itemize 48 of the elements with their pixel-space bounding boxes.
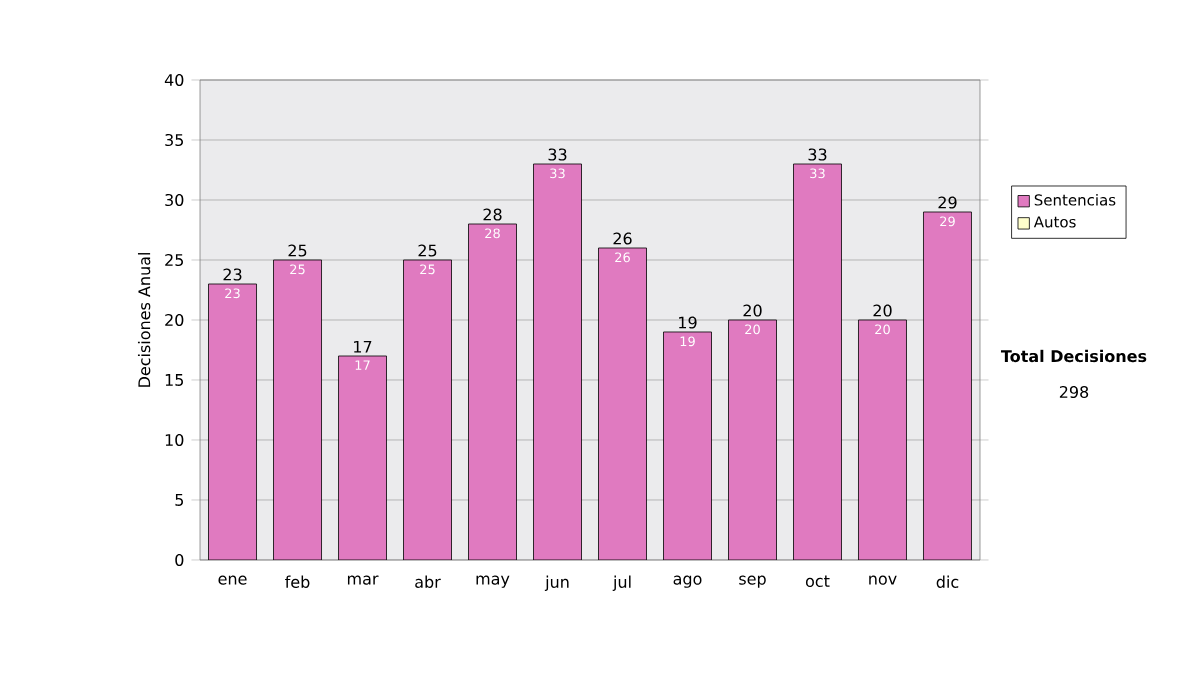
total-label: 20 <box>873 304 892 317</box>
y-axis-title: Decisiones Anual <box>137 253 151 387</box>
bar <box>468 223 517 560</box>
total-label: 25 <box>288 244 307 257</box>
y-tick-label: 15 <box>165 374 184 386</box>
y-tick-label: 40 <box>164 73 184 87</box>
x-tick-label: abr <box>415 575 441 588</box>
y-tick-label: 20 <box>165 313 184 327</box>
total-label: 20 <box>743 304 762 317</box>
x-tick-label: dic <box>936 575 959 588</box>
bar <box>598 247 647 560</box>
x-tick-label: ago <box>673 575 702 588</box>
x-tick-label: jul <box>612 575 631 592</box>
x-tick-label: jun <box>544 575 569 592</box>
y-tick-label: 0 <box>175 553 184 567</box>
x-tick-label: feb <box>285 575 310 588</box>
y-tick-label: 35 <box>165 133 184 147</box>
total-label: 17 <box>354 340 372 353</box>
y-tick-label: 10 <box>165 433 184 447</box>
x-tick-label: sep <box>739 575 766 588</box>
total-label: 19 <box>679 316 697 329</box>
total-label: 29 <box>938 196 957 209</box>
total-label: 26 <box>613 232 632 245</box>
x-tick-label: oct <box>805 575 830 588</box>
bar <box>858 319 907 560</box>
bar <box>923 211 972 560</box>
total-label: 33 <box>548 148 567 161</box>
total-label: 28 <box>483 208 502 221</box>
total-label: 23 <box>223 268 242 281</box>
x-tick-label: may <box>476 575 510 588</box>
y-tick-label: 30 <box>165 193 184 207</box>
total-label: 33 <box>808 148 827 161</box>
bar <box>663 331 712 560</box>
total-label: 25 <box>418 244 437 257</box>
bar <box>533 163 582 560</box>
text: 298 <box>1059 385 1089 399</box>
bar <box>208 283 257 560</box>
x-tick-label: ene <box>218 575 247 585</box>
bar <box>273 259 322 560</box>
bar <box>403 259 452 560</box>
y-tick-label: 25 <box>165 253 184 267</box>
bar <box>793 163 842 560</box>
bar <box>338 355 387 560</box>
text: Total Decisiones <box>1000 349 1147 363</box>
x-tick-label: mar <box>347 575 379 585</box>
x-tick-label: nov <box>869 575 897 585</box>
y-tick-label: 5 <box>175 494 184 506</box>
bar <box>728 319 777 560</box>
